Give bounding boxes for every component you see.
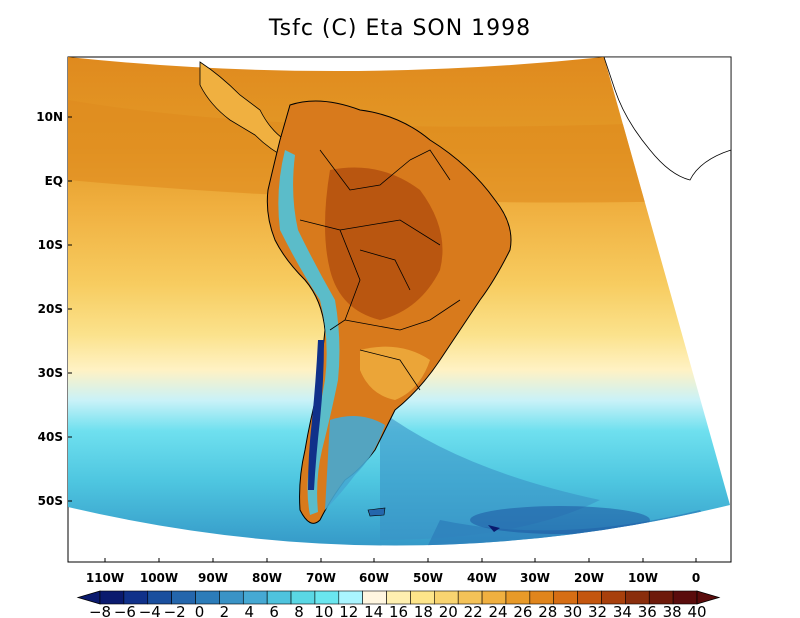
colorbar-label: 18 bbox=[414, 603, 433, 618]
lon-label-60w: 60W bbox=[359, 571, 389, 585]
colorbar-label: 30 bbox=[563, 603, 582, 618]
falkland-islands bbox=[367, 507, 386, 517]
south-america bbox=[266, 100, 512, 524]
colorbar: −8 −6 −4 −2 0 2 4 6 8 10 12 14 16 18 20 22 24 26 28 30 32 34 3… bbox=[76, 590, 721, 618]
colorbar-label: 12 bbox=[339, 603, 358, 618]
colorbar-label: 34 bbox=[613, 603, 632, 618]
lat-label-50s: 50S bbox=[38, 494, 63, 508]
longitude-axis: 110W 100W 90W 80W 70W 60W 50W 40W 30W 20… bbox=[86, 558, 700, 585]
lon-label-30w: 30W bbox=[520, 571, 550, 585]
colorbar-label: −6 bbox=[114, 603, 136, 618]
colorbar-label: 8 bbox=[294, 603, 304, 618]
lon-label-100w: 100W bbox=[140, 571, 178, 585]
map-title: Tsfc (C) Eta SON 1998 bbox=[268, 16, 532, 41]
lon-label-20w: 20W bbox=[574, 571, 604, 585]
lon-label-10w: 10W bbox=[628, 571, 658, 585]
lat-label-10n: 10N bbox=[36, 110, 63, 124]
lon-label-50w: 50W bbox=[413, 571, 443, 585]
colorbar-label: 16 bbox=[389, 603, 408, 618]
colorbar-label: 36 bbox=[638, 603, 657, 618]
lat-label-10s: 10S bbox=[38, 238, 63, 252]
colorbar-arrow-high bbox=[696, 590, 721, 605]
lon-label-0: 0 bbox=[692, 571, 700, 585]
colorbar-label: 32 bbox=[588, 603, 607, 618]
lon-label-70w: 70W bbox=[306, 571, 336, 585]
colorbar-label: 38 bbox=[663, 603, 682, 618]
colorbar-label: 14 bbox=[364, 603, 383, 618]
lon-label-40w: 40W bbox=[467, 571, 497, 585]
colorbar-label: 4 bbox=[244, 603, 254, 618]
lon-label-90w: 90W bbox=[198, 571, 228, 585]
lat-label-30s: 30S bbox=[38, 366, 63, 380]
colorbar-label: 28 bbox=[538, 603, 557, 618]
colorbar-label: 6 bbox=[269, 603, 279, 618]
africa-coast bbox=[603, 56, 732, 181]
south-georgia bbox=[488, 525, 500, 532]
colorbar-label: 22 bbox=[464, 603, 483, 618]
colorbar-label: 2 bbox=[220, 603, 230, 618]
colorbar-label: −8 bbox=[89, 603, 111, 618]
colorbar-label: −2 bbox=[164, 603, 186, 618]
latitude-axis: 10N EQ 10S 20S 30S 40S 50S bbox=[36, 110, 72, 508]
colorbar-label: 20 bbox=[439, 603, 458, 618]
colorbar-label: 40 bbox=[687, 603, 706, 618]
lon-label-80w: 80W bbox=[252, 571, 282, 585]
colorbar-label: 0 bbox=[195, 603, 205, 618]
colorbar-label: 24 bbox=[488, 603, 507, 618]
lat-label-20s: 20S bbox=[38, 302, 63, 316]
lon-label-110w: 110W bbox=[86, 571, 124, 585]
lat-label-40s: 40S bbox=[38, 430, 63, 444]
lat-label-eq: EQ bbox=[45, 174, 63, 188]
colorbar-label: −4 bbox=[139, 603, 161, 618]
colorbar-label: 10 bbox=[314, 603, 333, 618]
colorbar-label: 26 bbox=[513, 603, 532, 618]
